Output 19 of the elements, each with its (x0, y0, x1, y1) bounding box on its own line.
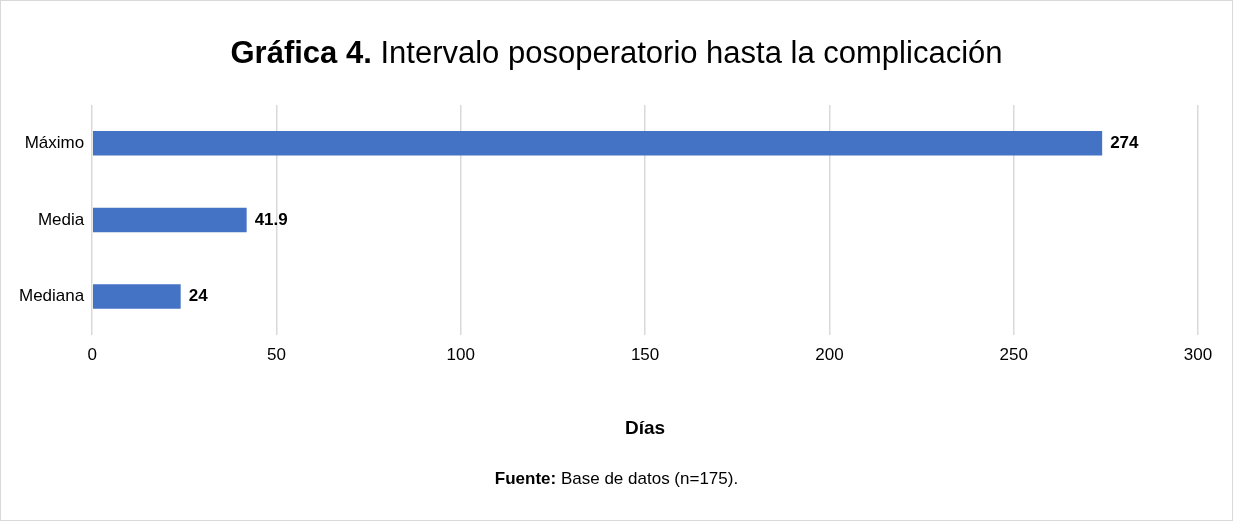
chart-title: Gráfica 4. Intervalo posoperatorio hasta la complicación (230, 35, 1003, 70)
x-tick-label: 150 (630, 344, 660, 364)
y-tick-label: Media (37, 209, 85, 229)
y-tick-label: Mediana (18, 286, 85, 306)
source-note: Fuente: Base de datos (n=175). (494, 469, 739, 488)
data-label: 41.9 (254, 209, 288, 229)
x-tick-label: 0 (87, 344, 97, 364)
data-label: 24 (188, 286, 209, 306)
x-tick-label: 100 (446, 344, 475, 364)
x-tick-label: 250 (999, 344, 1028, 364)
y-tick-label: Máximo (24, 132, 85, 152)
data-label: 274 (1110, 132, 1140, 152)
x-tick-label: 200 (815, 344, 844, 364)
bar (92, 207, 247, 233)
x-axis-title: Días (625, 416, 666, 438)
bar (92, 131, 1103, 156)
x-tick-label: 300 (1183, 344, 1213, 364)
x-tick-label: 50 (267, 344, 286, 364)
bar (92, 284, 181, 309)
